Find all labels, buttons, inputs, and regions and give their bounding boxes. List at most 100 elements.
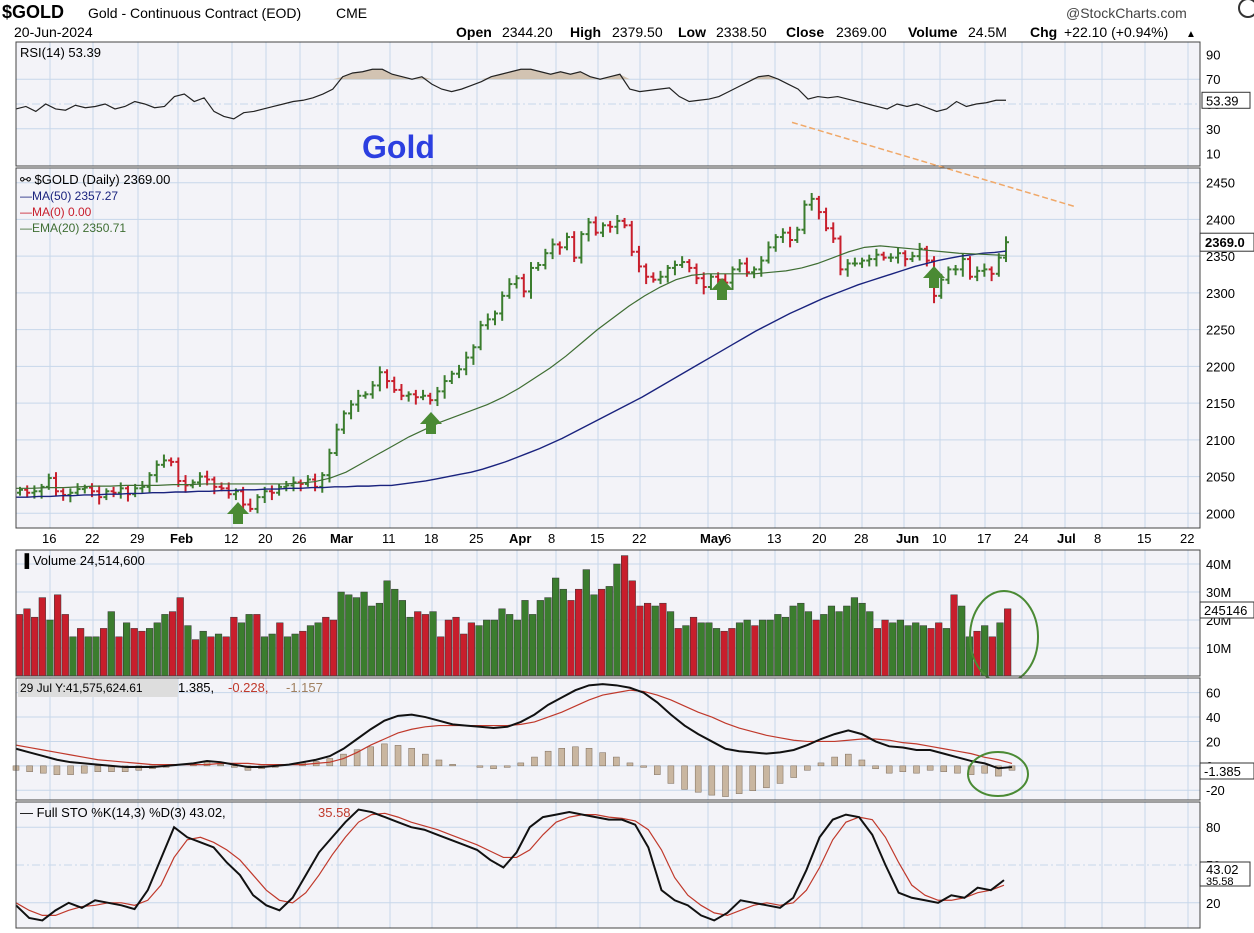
macd-histogram-bar bbox=[899, 765, 907, 772]
macd-histogram-bar bbox=[572, 746, 579, 767]
volume-bar bbox=[797, 602, 805, 677]
price-xtick-15: May bbox=[700, 531, 726, 546]
volume-value: 24.5M bbox=[968, 24, 1007, 40]
volume-bar bbox=[161, 614, 169, 677]
volume-bar bbox=[950, 594, 958, 677]
volume-bar bbox=[812, 619, 820, 677]
ohlc-summary: Open 2344.20 High 2379.50 Low 2338.50 Cl… bbox=[456, 24, 1196, 40]
volume-bar bbox=[92, 636, 100, 677]
volume-bar bbox=[138, 630, 146, 677]
macd-histogram-bar bbox=[80, 765, 88, 774]
macd-histogram-bar bbox=[40, 765, 47, 774]
volume-bar bbox=[176, 597, 184, 677]
macd-histogram-bar bbox=[435, 759, 443, 767]
volume-bar bbox=[582, 569, 590, 677]
macd-histogram-bar bbox=[340, 753, 347, 767]
volume-bar bbox=[927, 628, 935, 677]
volume-bar bbox=[406, 616, 414, 677]
price-xtick-4: 12 bbox=[224, 531, 238, 546]
price-xtick-18: 20 bbox=[812, 531, 826, 546]
volume-bar bbox=[115, 636, 123, 677]
collapse-up-icon[interactable]: ▲ bbox=[1186, 29, 1196, 40]
volume-bar bbox=[337, 591, 345, 677]
macd-histogram-bar bbox=[804, 765, 811, 771]
brand: @StockCharts.com bbox=[1066, 5, 1187, 21]
macd-histogram-bar bbox=[749, 765, 757, 791]
volume-bar bbox=[276, 622, 284, 677]
volume-bar bbox=[789, 605, 797, 677]
price-xtick-20: Jun bbox=[896, 531, 919, 546]
volume-bar bbox=[77, 628, 85, 677]
macd-histogram-bar bbox=[394, 745, 402, 767]
volume-bar bbox=[391, 588, 399, 677]
volume-bar bbox=[498, 608, 506, 677]
macd-histogram-bar bbox=[26, 765, 33, 772]
price-xtick-14: 22 bbox=[632, 531, 646, 546]
volume-bar bbox=[544, 597, 552, 677]
volume-bar bbox=[368, 605, 376, 677]
change-value: +22.10 (+0.94%) bbox=[1064, 24, 1168, 40]
rsi-line bbox=[15, 68, 1006, 120]
volume-bar bbox=[375, 602, 384, 677]
volume-bar bbox=[245, 614, 253, 677]
volume-bar bbox=[15, 614, 23, 677]
price-ytick-4: 2250 bbox=[1206, 323, 1235, 338]
macd-histogram-bar bbox=[422, 753, 429, 767]
macd-histogram-bar bbox=[817, 762, 825, 767]
sto-ytick-2: 20 bbox=[1206, 896, 1220, 911]
price-ytick-7: 2100 bbox=[1206, 433, 1235, 448]
volume-bar bbox=[720, 630, 728, 677]
open-label: Open bbox=[456, 24, 492, 40]
ema20-line bbox=[16, 245, 1007, 489]
macd-histogram-bar bbox=[53, 765, 61, 775]
volume-bar bbox=[145, 628, 154, 677]
macd-frame bbox=[15, 677, 1201, 801]
volume-bar bbox=[46, 619, 54, 677]
macd-histogram-bar bbox=[858, 759, 866, 767]
price-xtick-23: 24 bbox=[1014, 531, 1028, 546]
macd-histogram-bar bbox=[981, 765, 988, 774]
price-xtick-8: 11 bbox=[382, 531, 396, 546]
volume-bar bbox=[636, 605, 644, 677]
volume-bar bbox=[467, 622, 475, 677]
macd-histogram-bar bbox=[585, 748, 593, 767]
volume-bar bbox=[191, 639, 200, 677]
price-ytick-9: 2000 bbox=[1206, 506, 1235, 521]
volume-bar bbox=[329, 619, 338, 677]
macd-histogram-bar bbox=[831, 756, 838, 767]
macd-current-label: -1.385 bbox=[1204, 764, 1241, 779]
settings-icon[interactable] bbox=[1238, 0, 1254, 18]
macd-histogram-bar bbox=[94, 765, 102, 772]
macd-histogram-bar bbox=[954, 765, 961, 774]
volume-bar bbox=[881, 619, 889, 677]
macd-histogram-bar bbox=[558, 748, 566, 767]
macd-histogram-bar bbox=[121, 765, 129, 772]
volume-bar bbox=[628, 580, 636, 677]
sto-current-k-label: 43.02 bbox=[1206, 862, 1239, 877]
volume-bar bbox=[38, 597, 46, 677]
sto-title: — Full STO %K(14,3) %D(3) 43.02, bbox=[20, 805, 226, 820]
volume-bar bbox=[222, 636, 230, 677]
volume-bar bbox=[774, 614, 782, 677]
macd-histogram-bar bbox=[926, 765, 934, 771]
volume-bar bbox=[674, 628, 682, 677]
volume-bar bbox=[460, 633, 468, 677]
price-ytick-5: 2200 bbox=[1206, 359, 1235, 374]
volume-bar bbox=[84, 636, 92, 677]
volume-bar bbox=[697, 622, 705, 677]
volume-current-badge bbox=[1199, 601, 1254, 619]
price-xtick-16: 6 bbox=[724, 531, 731, 546]
macd-histogram-bar bbox=[449, 764, 456, 767]
volume-bar bbox=[268, 633, 276, 677]
volume-bar bbox=[398, 600, 406, 677]
volume-bar bbox=[199, 630, 207, 677]
volume-bar bbox=[69, 636, 77, 677]
macd-histogram-bar bbox=[940, 765, 948, 772]
volume-bar bbox=[996, 622, 1004, 677]
volume-bar bbox=[552, 577, 560, 677]
price-xtick-3: Feb bbox=[170, 531, 193, 546]
price-xtick-19: 28 bbox=[854, 531, 868, 546]
volume-title: ▐ Volume 24,514,600 bbox=[20, 553, 145, 569]
